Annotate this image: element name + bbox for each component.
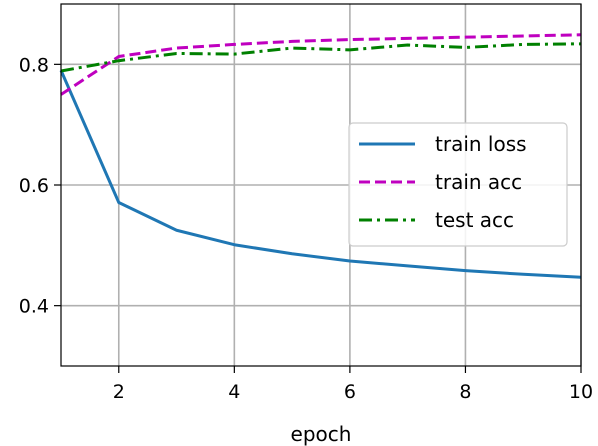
y-tick-label: 0.6 <box>19 175 49 197</box>
x-tick-label: 2 <box>113 381 125 403</box>
x-tick-label: 6 <box>344 381 356 403</box>
series-line-train-loss <box>59 69 582 279</box>
legend-label: train loss <box>435 132 527 156</box>
legend: train loss train acc test acc <box>348 122 568 247</box>
y-tick-label: 0.8 <box>19 54 49 76</box>
legend-label: test acc <box>435 208 514 232</box>
y-tick-label: 0.4 <box>19 296 49 318</box>
series-lines <box>59 33 582 279</box>
x-axis-label: epoch <box>291 422 352 446</box>
x-tick-label: 10 <box>569 381 593 403</box>
legend-label: train acc <box>435 170 522 194</box>
axis-ticks: 2 4 6 8 10 0.4 0.6 0.8 <box>19 54 593 403</box>
x-tick-label: 4 <box>228 381 240 403</box>
series-line-train-acc <box>60 33 582 96</box>
x-tick-label: 8 <box>459 381 471 403</box>
legend-box <box>348 122 568 247</box>
series-line-test-acc <box>60 42 582 73</box>
